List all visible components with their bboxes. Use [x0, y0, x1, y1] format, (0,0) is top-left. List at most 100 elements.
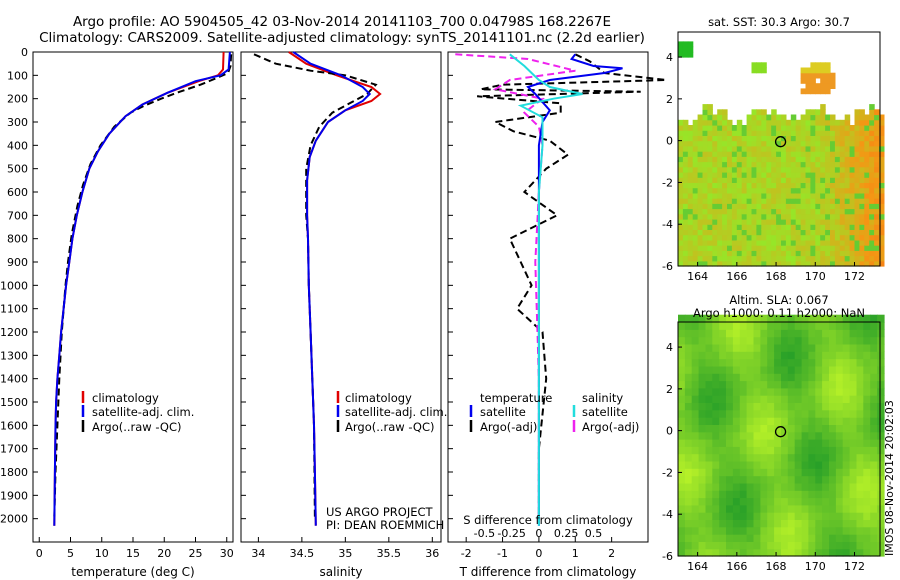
map-cell	[736, 219, 743, 225]
map-cell	[829, 358, 837, 367]
map-cell	[877, 519, 885, 528]
map-cell	[849, 125, 856, 131]
map-cell	[717, 260, 723, 267]
map-cell	[879, 219, 885, 225]
map-cell	[854, 109, 860, 116]
map-cell	[815, 409, 823, 418]
map-cell	[794, 512, 803, 520]
map-cell	[684, 373, 693, 382]
map-cell	[753, 402, 761, 411]
map-cell	[697, 198, 704, 204]
map-cell	[874, 177, 880, 183]
map-cell	[712, 519, 720, 528]
map-cell	[722, 192, 728, 199]
map-cell	[810, 88, 816, 95]
map-cell	[863, 439, 871, 447]
map-cell	[877, 475, 885, 484]
map-cell	[834, 151, 841, 157]
map-cell	[692, 177, 699, 183]
map-cell	[753, 541, 761, 550]
map-cell	[820, 166, 826, 173]
map-cell	[712, 130, 718, 136]
map-cell	[776, 213, 782, 220]
map-cell	[687, 260, 694, 267]
map-cell	[879, 229, 885, 236]
map-cell	[844, 239, 851, 246]
map-cell	[678, 119, 684, 126]
map-cell	[854, 187, 860, 194]
map-cell	[712, 135, 718, 142]
map-cell	[859, 192, 865, 199]
map-cell	[822, 534, 830, 542]
map-cell	[698, 402, 707, 411]
map-cell	[849, 234, 856, 241]
map-cell	[859, 198, 865, 204]
map-cell	[722, 219, 728, 225]
map-cell	[870, 504, 878, 513]
map-cell	[776, 151, 782, 157]
map-cell	[774, 417, 782, 425]
map-cell	[834, 198, 841, 204]
map-cell	[751, 151, 757, 157]
map-cell	[825, 119, 831, 126]
map-cell	[781, 409, 789, 418]
map-cell	[712, 468, 720, 477]
map-cell	[736, 145, 743, 152]
map-cell	[751, 250, 757, 257]
map-cell	[692, 239, 699, 246]
map-cell	[678, 482, 686, 491]
top-tick-label: 0.5	[585, 527, 603, 540]
map-cell	[707, 208, 713, 215]
credit-line-2: PI: DEAN ROEMMICH	[326, 518, 444, 532]
map-cell	[835, 453, 844, 462]
legend-label-t-argo: Argo(-adj)	[480, 420, 537, 434]
map-cell	[761, 109, 767, 116]
map-cell	[692, 203, 699, 210]
map-cell	[815, 504, 823, 513]
map-cell	[698, 329, 707, 338]
map-cell	[822, 417, 830, 425]
map-cell	[834, 250, 841, 257]
map-cell	[732, 336, 741, 345]
map-cell	[751, 192, 757, 199]
map-cell	[760, 497, 768, 506]
map-cell	[736, 208, 743, 215]
map-cell	[712, 250, 718, 257]
map-cell	[726, 387, 734, 396]
map-cell	[839, 135, 846, 142]
map-cell	[767, 314, 775, 323]
map-cell	[805, 187, 811, 194]
map-cell	[760, 343, 768, 352]
map-cell	[761, 140, 767, 147]
map-cell	[822, 402, 830, 411]
map-cell	[697, 135, 704, 142]
map-cell	[719, 534, 727, 542]
map-cell	[863, 519, 871, 528]
x-tick-label: 10	[95, 547, 109, 560]
map-cell	[815, 182, 821, 189]
map-cell	[727, 255, 733, 262]
map-cell	[726, 343, 734, 352]
map-cell	[854, 145, 860, 152]
map-cell	[760, 424, 768, 433]
map-cell	[760, 490, 768, 499]
map-cell	[815, 229, 821, 236]
map-cell	[842, 395, 851, 403]
map-cell	[746, 460, 755, 469]
map-cell	[697, 119, 704, 126]
map-cell	[849, 373, 858, 382]
map-cell	[810, 255, 816, 262]
map-cell	[712, 329, 720, 338]
map-cell	[835, 424, 844, 433]
map-cell	[712, 534, 720, 542]
map-cell	[766, 140, 772, 147]
map-cell	[781, 245, 787, 251]
map-cell	[682, 119, 689, 126]
map-cell	[767, 409, 775, 418]
map-cell	[774, 373, 782, 382]
map-cell	[726, 490, 734, 499]
map-cell	[870, 512, 878, 520]
y-tick-label: 400	[7, 139, 28, 152]
map-cell	[741, 130, 748, 136]
